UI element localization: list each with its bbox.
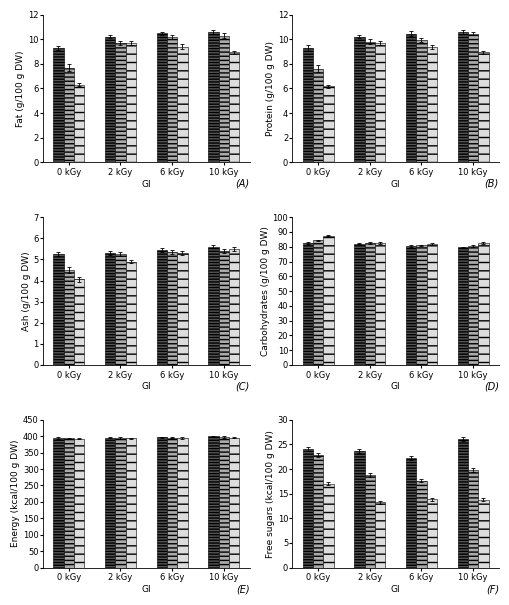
Bar	[218, 251, 229, 365]
Bar	[229, 52, 239, 162]
Bar	[302, 48, 313, 162]
Bar	[477, 500, 488, 567]
Bar	[457, 32, 467, 162]
Bar	[405, 458, 415, 567]
Bar	[415, 40, 426, 162]
Bar	[415, 245, 426, 365]
Bar	[105, 37, 115, 162]
Bar	[218, 437, 229, 567]
Bar	[74, 280, 84, 365]
Bar	[218, 36, 229, 162]
Y-axis label: Energy (kcal/100 g DW): Energy (kcal/100 g DW)	[11, 440, 20, 548]
Bar	[115, 43, 125, 162]
Bar	[405, 246, 415, 365]
Text: (D): (D)	[483, 382, 498, 391]
Bar	[467, 246, 477, 365]
Bar	[115, 254, 125, 365]
X-axis label: GI: GI	[390, 180, 400, 189]
Bar	[208, 247, 218, 365]
Bar	[426, 47, 436, 162]
Bar	[177, 438, 187, 567]
Bar	[177, 253, 187, 365]
Bar	[302, 450, 313, 567]
Bar	[105, 437, 115, 567]
Bar	[302, 243, 313, 365]
Bar	[477, 52, 488, 162]
Bar	[374, 43, 384, 162]
Bar	[64, 68, 74, 162]
X-axis label: GI: GI	[141, 382, 151, 391]
Y-axis label: Fat (g/100 g DW): Fat (g/100 g DW)	[16, 50, 25, 126]
X-axis label: GI: GI	[390, 382, 400, 391]
Text: (E): (E)	[236, 584, 249, 594]
Bar	[364, 476, 374, 567]
Bar	[166, 437, 177, 567]
Bar	[323, 484, 333, 567]
Bar	[313, 240, 323, 365]
Bar	[74, 85, 84, 162]
Bar	[323, 86, 333, 162]
Bar	[457, 247, 467, 365]
Bar	[477, 243, 488, 365]
Bar	[467, 470, 477, 567]
Bar	[354, 451, 364, 567]
X-axis label: GI: GI	[141, 585, 151, 594]
Bar	[426, 499, 436, 567]
Bar	[125, 43, 135, 162]
Text: (A): (A)	[235, 179, 249, 189]
Text: (B): (B)	[484, 179, 498, 189]
Bar	[156, 33, 166, 162]
Bar	[125, 438, 135, 567]
Bar	[229, 437, 239, 567]
Text: (F): (F)	[485, 584, 498, 594]
Bar	[354, 244, 364, 365]
Bar	[74, 439, 84, 567]
Bar	[115, 438, 125, 567]
Bar	[405, 34, 415, 162]
X-axis label: GI: GI	[141, 180, 151, 189]
Bar	[229, 249, 239, 365]
Bar	[64, 270, 74, 365]
Bar	[53, 254, 64, 365]
Bar	[457, 439, 467, 567]
Bar	[374, 243, 384, 365]
Bar	[313, 69, 323, 162]
X-axis label: GI: GI	[390, 585, 400, 594]
Bar	[364, 42, 374, 162]
Y-axis label: Carbohydrates (g/100 g DW): Carbohydrates (g/100 g DW)	[260, 226, 269, 356]
Bar	[125, 261, 135, 365]
Bar	[166, 37, 177, 162]
Y-axis label: Ash (g/100 g DW): Ash (g/100 g DW)	[21, 251, 31, 331]
Bar	[364, 243, 374, 365]
Bar	[415, 481, 426, 567]
Bar	[323, 236, 333, 365]
Bar	[156, 250, 166, 365]
Y-axis label: Free sugars (kcal/100 g DW): Free sugars (kcal/100 g DW)	[265, 430, 274, 558]
Bar	[105, 253, 115, 365]
Bar	[467, 34, 477, 162]
Bar	[53, 48, 64, 162]
Text: (C): (C)	[235, 382, 249, 391]
Bar	[426, 244, 436, 365]
Bar	[53, 438, 64, 567]
Bar	[313, 455, 323, 567]
Bar	[177, 47, 187, 162]
Bar	[354, 37, 364, 162]
Bar	[374, 502, 384, 567]
Y-axis label: Protein (g/100 g DW): Protein (g/100 g DW)	[265, 41, 274, 136]
Bar	[64, 438, 74, 567]
Bar	[166, 252, 177, 365]
Bar	[156, 437, 166, 567]
Bar	[208, 32, 218, 162]
Bar	[208, 436, 218, 567]
